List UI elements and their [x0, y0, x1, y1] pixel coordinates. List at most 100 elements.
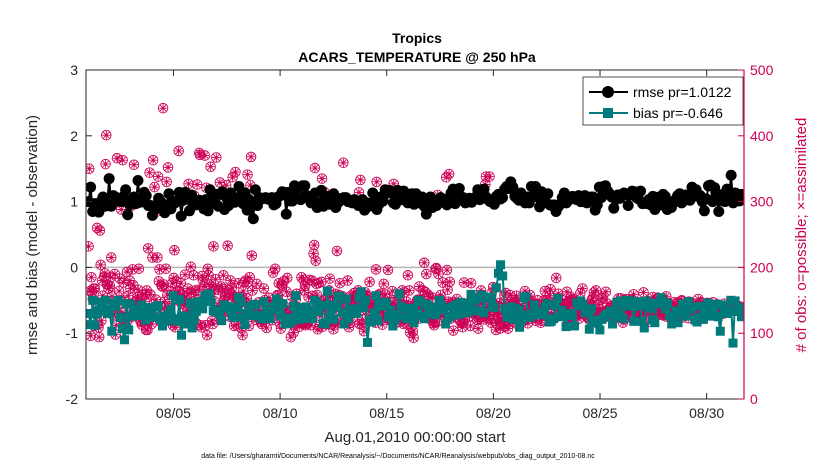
- axes: 08/05 08/10 08/15 08/20 08/25 08/30 -2 -1 0 1 2 3 0 1…: [66, 62, 774, 421]
- obs-possible-point: [402, 270, 414, 281]
- bias-marker: [225, 305, 235, 315]
- obs-assimilated-point: [209, 242, 218, 251]
- bias-marker: [557, 305, 567, 315]
- rmse-marker: [608, 202, 620, 214]
- obs-assimilated-point: [531, 316, 540, 325]
- obs-assimilated-point: [300, 286, 309, 295]
- obs-assimilated-point: [494, 312, 503, 321]
- obs-assimilated-point: [231, 320, 241, 329]
- obs-possible-point: [419, 286, 431, 297]
- obs-assimilated-point: [98, 291, 107, 300]
- bias-marker: [624, 296, 634, 306]
- obs-assimilated-point: [443, 285, 452, 294]
- obs-assimilated-point: [562, 287, 572, 296]
- y-axis-label: rmse and bias (model - observation): [24, 115, 41, 355]
- obs-possible-point: [545, 283, 556, 295]
- obs-assimilated-point: [354, 188, 364, 197]
- bias-marker: [713, 312, 723, 322]
- obs-assimilated-point: [195, 150, 205, 160]
- obs-possible-point: [382, 264, 394, 276]
- obs-assimilated-point: [344, 323, 354, 332]
- bias-marker: [496, 260, 506, 270]
- bias-marker: [206, 297, 216, 307]
- obs-assimilated-point: [97, 276, 107, 285]
- obs-possible-point: [316, 173, 328, 184]
- obs-assimilated-point: [438, 278, 447, 287]
- rmse-marker: [735, 188, 744, 200]
- bias-marker: [633, 297, 643, 307]
- obs-assimilated-point: [184, 179, 193, 189]
- bias-marker: [508, 314, 518, 324]
- obs-possible-point: [205, 161, 216, 172]
- bias-marker: [553, 293, 563, 303]
- bias-marker: [141, 315, 151, 325]
- obs-assimilated-point: [592, 307, 601, 316]
- obs-assimilated-point: [476, 313, 485, 322]
- obs-assimilated-point: [87, 273, 96, 282]
- obs-assimilated-point: [642, 310, 651, 319]
- obs-assimilated-point: [207, 316, 217, 325]
- obs-assimilated-point: [107, 292, 117, 301]
- y-right-tick-label: 300: [750, 194, 774, 210]
- obs-assimilated-point: [265, 298, 274, 307]
- obs-assimilated-point: [420, 258, 429, 267]
- bias-marker: [286, 316, 296, 326]
- bias-marker: [551, 301, 561, 311]
- obs-assimilated-point: [154, 277, 164, 286]
- obs-assimilated-point: [282, 287, 291, 296]
- obs-assimilated-point: [325, 274, 335, 283]
- obs-assimilated-point: [147, 319, 156, 329]
- obs-possible-point: [441, 264, 453, 276]
- obs-assimilated-point: [671, 299, 681, 308]
- bias-marker: [134, 305, 144, 315]
- obs-assimilated-point: [424, 292, 434, 302]
- bias-marker: [398, 303, 408, 313]
- obs-possible-point: [600, 286, 612, 297]
- bias-marker: [162, 316, 172, 326]
- obs-assimilated-point: [166, 286, 176, 296]
- obs-possible-point: [93, 331, 105, 343]
- obs-assimilated-point: [491, 325, 501, 335]
- obs-assimilated-point: [175, 286, 184, 296]
- obs-assimilated-point: [473, 324, 483, 333]
- plot-area: [86, 102, 744, 348]
- bias-marker: [246, 310, 256, 320]
- obs-assimilated-point: [204, 271, 213, 280]
- bias-marker: [409, 318, 419, 328]
- bias-marker: [339, 319, 349, 329]
- bias-marker: [217, 316, 227, 326]
- obs-assimilated-point: [635, 311, 644, 320]
- obs-assimilated-point: [436, 290, 445, 300]
- obs-possible-point: [173, 145, 184, 157]
- bias-marker: [126, 299, 136, 309]
- obs-assimilated-point: [200, 151, 210, 160]
- obs-assimilated-point: [576, 288, 585, 298]
- bias-marker: [86, 308, 94, 318]
- obs-assimilated-point: [359, 327, 369, 336]
- bias-marker: [472, 306, 482, 316]
- obs-assimilated-point: [501, 288, 511, 298]
- bias-marker: [548, 314, 558, 324]
- bias-marker: [542, 299, 552, 309]
- bias-marker: [369, 308, 379, 318]
- obs-assimilated-point: [208, 319, 217, 329]
- obs-assimilated-point: [545, 291, 555, 300]
- bias-marker: [667, 319, 677, 329]
- bias-marker: [684, 297, 694, 307]
- obs-assimilated-point: [280, 305, 290, 314]
- obs-assimilated-point: [134, 285, 143, 294]
- obs-possible-point: [154, 264, 165, 275]
- obs-assimilated-point: [597, 294, 606, 303]
- obs-assimilated-point: [366, 302, 375, 312]
- obs-assimilated-point: [379, 279, 388, 289]
- obs-assimilated-point: [125, 276, 134, 285]
- bias-marker: [736, 312, 744, 322]
- obs-assimilated-point: [269, 309, 278, 319]
- bias-marker: [329, 314, 339, 324]
- obs-assimilated-point: [229, 321, 239, 331]
- obs-possible-point: [590, 285, 602, 296]
- obs-possible-point: [448, 325, 459, 336]
- obs-assimilated-point: [315, 311, 325, 321]
- obs-assimilated-point: [377, 307, 386, 317]
- obs-assimilated-point: [174, 146, 183, 156]
